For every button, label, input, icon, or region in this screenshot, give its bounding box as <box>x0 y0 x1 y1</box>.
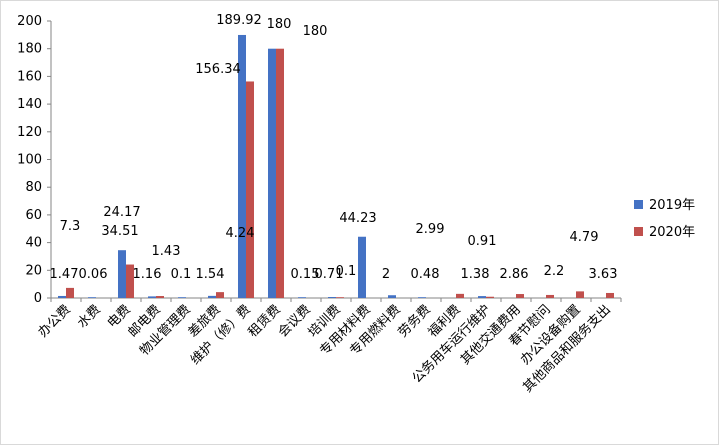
bar-2020年-电费 <box>126 264 134 298</box>
bar-2020年-租赁费 <box>276 48 284 299</box>
data-label: 0.91 <box>468 234 497 249</box>
bar-2019年-差旅费 <box>208 295 216 298</box>
data-label: 24.17 <box>103 205 140 220</box>
bar-2020年-办公设备购置 <box>576 291 584 298</box>
data-labels: 7.3 1.47 0.06 24.17 34.51 1.16 1.43 0.1 1.54 4.24… <box>50 13 618 282</box>
data-label: 0.15 <box>291 267 320 282</box>
data-label: 180 <box>267 17 292 32</box>
y-tick-label: 40 <box>25 236 42 251</box>
bar-2020年-公务用车运行维护 <box>486 296 494 298</box>
bar-2020年-邮电费 <box>156 296 164 298</box>
bar-2019年-租赁费 <box>268 48 276 299</box>
bar-2020年-春节慰问 <box>546 294 554 298</box>
data-label: 2.99 <box>416 222 445 237</box>
data-label: 0.48 <box>411 267 440 282</box>
bar-2020年-其他交通费用 <box>516 294 524 298</box>
legend-label: 2019年 <box>649 198 695 213</box>
data-label: 1.43 <box>152 244 181 259</box>
legend-label: 2020年 <box>649 225 695 240</box>
data-label: 0.1 <box>336 264 357 279</box>
bar-2019年-物业管理费 <box>178 297 186 298</box>
y-tick-label: 60 <box>25 208 42 223</box>
bar-2019年-水费 <box>88 297 96 298</box>
bar-2019年-办公费 <box>58 295 66 298</box>
bar-2019年-劳务费 <box>418 297 426 298</box>
y-tick-label: 100 <box>17 153 42 168</box>
bar-2019年-邮电费 <box>148 296 156 298</box>
bar-2019年-专用材料费 <box>358 236 366 298</box>
legend: 2019年 2020年 <box>634 198 695 240</box>
bar-2020年-其他商品和服务支出 <box>606 292 614 298</box>
data-label: 2.86 <box>500 267 529 282</box>
y-tick-label: 80 <box>25 180 42 195</box>
bar-2020年-福利费 <box>456 293 464 298</box>
bar-2019年-维护（修）费 <box>238 34 246 298</box>
bar-2019年-电费 <box>118 250 126 298</box>
y-tick-label: 120 <box>17 125 42 140</box>
category-label: 租赁费 <box>246 302 284 340</box>
data-label: 1.54 <box>196 267 225 282</box>
legend-swatch <box>634 227 643 236</box>
data-label: 0.1 <box>171 267 192 282</box>
data-label: 4.24 <box>226 226 255 241</box>
category-label: 办公费 <box>36 302 74 340</box>
data-label: 156.34 <box>195 62 241 77</box>
category-label: 水费 <box>75 302 104 331</box>
data-label: 189.92 <box>216 13 262 28</box>
bar-2020年-维护（修）费 <box>246 81 254 298</box>
legend-swatch <box>634 200 643 209</box>
bar-2020年-培训费 <box>336 297 344 298</box>
category-labels: 办公费 水费 电费邮电费物业管理费差旅费维护（修）费租赁费会议费培训费专用材料费专用… <box>36 302 614 396</box>
y-tick-label: 0 <box>34 291 42 306</box>
y-tick-label: 200 <box>17 14 42 29</box>
data-label: 44.23 <box>339 211 376 226</box>
bar-2020年-差旅费 <box>216 292 224 298</box>
data-label: 1.38 <box>461 267 490 282</box>
data-label: 2 <box>382 267 390 282</box>
bar-2019年-公务用车运行维护 <box>478 296 486 298</box>
y-tick-label: 160 <box>17 69 42 84</box>
y-tick-label: 140 <box>17 97 42 112</box>
bar-2019年-专用燃料费 <box>388 295 396 298</box>
data-label: 34.51 <box>101 224 138 239</box>
y-tick-label: 20 <box>25 263 42 278</box>
data-label: 2.2 <box>544 264 565 279</box>
data-label: 3.63 <box>589 267 618 282</box>
data-label: 0.06 <box>79 267 108 282</box>
data-label: 7.3 <box>60 219 81 234</box>
bar-2019年-培训费 <box>328 297 336 298</box>
bar-2020年-办公费 <box>66 287 74 298</box>
data-label: 1.47 <box>50 267 79 282</box>
data-label: 4.79 <box>570 230 599 245</box>
data-label: 1.16 <box>133 267 162 282</box>
data-label: 180 <box>303 24 328 39</box>
bars <box>58 34 614 299</box>
axes: 0 20 40 60 80 100 120 140 160 180 200 <box>17 14 622 306</box>
bar-2019年-会议费 <box>298 297 306 298</box>
y-tick-label: 180 <box>17 42 42 57</box>
category-label: 会议费 <box>276 302 314 340</box>
category-label: 劳务费 <box>395 302 434 341</box>
data-label: 0.71 <box>315 267 344 282</box>
